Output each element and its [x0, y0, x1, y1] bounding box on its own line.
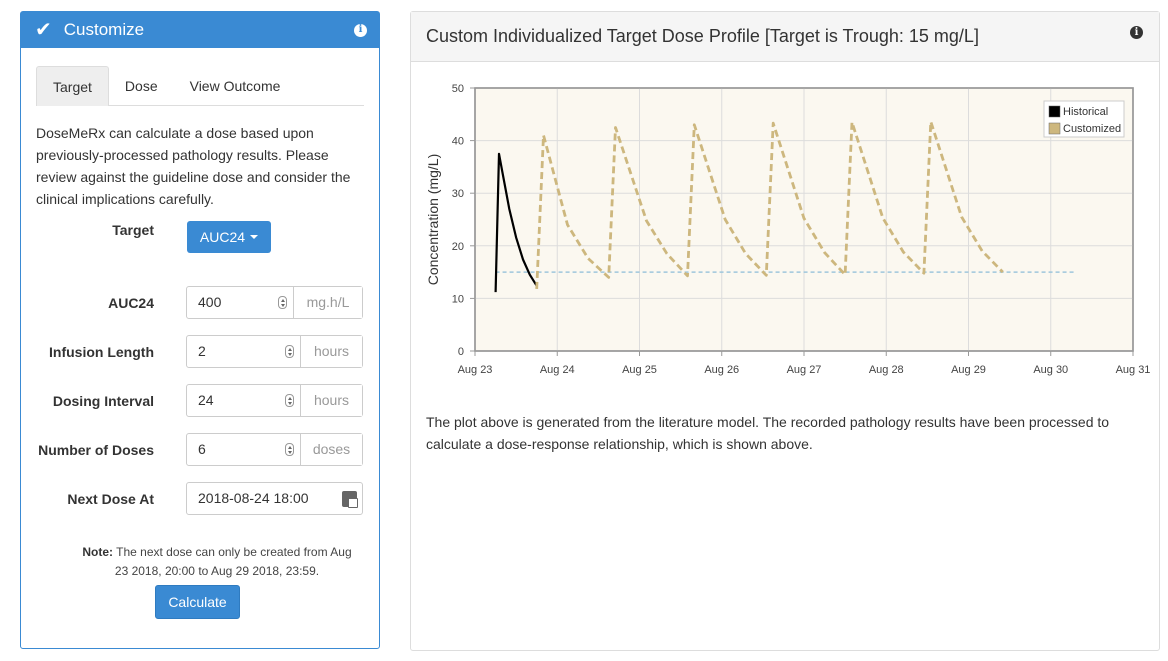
- dosing-interval-value: 24: [198, 392, 214, 408]
- legend-label: Customized: [1063, 123, 1121, 135]
- number-of-doses-unit: doses: [300, 434, 362, 465]
- auc24-stepper-icon[interactable]: [278, 296, 287, 309]
- auc24-value: 400: [198, 294, 222, 310]
- dosing-interval-unit: hours: [300, 385, 362, 416]
- tab-target[interactable]: Target: [36, 66, 109, 106]
- y-tick-label: 50: [452, 83, 464, 95]
- tab-view-outcome[interactable]: View Outcome: [189, 78, 281, 94]
- note-body: The next dose can only be created from A…: [113, 545, 352, 578]
- y-tick-label: 20: [452, 241, 464, 253]
- auc24-label: AUC24: [108, 295, 154, 311]
- customize-header: ✔ Customize i: [21, 12, 379, 48]
- customize-tabs: Target Dose View Outcome: [36, 66, 364, 106]
- number-of-doses-input[interactable]: 6: [187, 434, 300, 465]
- profile-title: Custom Individualized Target Dose Profil…: [426, 26, 979, 46]
- y-tick-label: 0: [458, 346, 464, 358]
- number-of-doses-input-group: 6 doses: [186, 433, 363, 466]
- dose-profile-chart: Aug 23 Aug 24 Aug 25 Aug 26 Aug 27 Aug 28 Aug …: [411, 63, 1159, 393]
- x-tick-label: Aug 28: [869, 364, 904, 376]
- next-dose-value: 2018-08-24 18:00: [198, 490, 309, 506]
- auc24-input-group: 400 mg.h/L: [186, 286, 363, 319]
- target-dropdown-value: AUC24: [199, 229, 246, 245]
- dosing-interval-stepper-icon[interactable]: [285, 394, 294, 407]
- calendar-icon[interactable]: [342, 491, 358, 508]
- calculate-button[interactable]: Calculate: [155, 585, 240, 619]
- x-tick-label: Aug 26: [704, 364, 739, 376]
- x-tick-label: Aug 31: [1116, 364, 1151, 376]
- info-icon[interactable]: i: [354, 23, 367, 37]
- next-dose-input-group: 2018-08-24 18:00: [186, 482, 363, 515]
- info-icon[interactable]: i: [1130, 26, 1143, 39]
- y-tick-label: 40: [452, 136, 464, 148]
- legend-label: Historical: [1063, 106, 1108, 118]
- x-tick-label: Aug 23: [458, 364, 493, 376]
- y-tick-label: 10: [452, 293, 464, 305]
- legend-swatch: [1048, 105, 1061, 118]
- customized-line: [535, 120, 1004, 289]
- note-label: Note:: [82, 545, 114, 559]
- profile-panel: Custom Individualized Target Dose Profil…: [410, 11, 1160, 651]
- number-of-doses-label: Number of Doses: [38, 442, 154, 458]
- target-label: Target: [112, 222, 154, 238]
- dosing-interval-label: Dosing Interval: [52, 393, 154, 409]
- profile-caption: The plot above is generated from the lit…: [426, 414, 1110, 452]
- historical-line: [494, 152, 538, 293]
- customize-panel: ✔ Customize i Target Dose View Outcome D…: [20, 11, 380, 649]
- x-tick-label: Aug 24: [540, 364, 575, 376]
- profile-header: Custom Individualized Target Dose Profil…: [411, 12, 1159, 62]
- x-tick-label: Aug 25: [622, 364, 657, 376]
- chart-svg: Aug 23 Aug 24 Aug 25 Aug 26 Aug 27 Aug 28 Aug …: [425, 83, 1151, 376]
- x-tick-label: Aug 27: [787, 364, 822, 376]
- target-dropdown[interactable]: AUC24: [187, 221, 271, 253]
- tab-dose[interactable]: Dose: [124, 78, 158, 94]
- infusion-length-input-group: 2 hours: [186, 335, 363, 368]
- dosing-interval-input[interactable]: 24: [187, 385, 300, 416]
- description-text: DoseMeRx can calculate a dose based upon…: [36, 125, 351, 207]
- note-text: Note: The next dose can only be created …: [81, 543, 353, 581]
- number-of-doses-stepper-icon[interactable]: [285, 443, 294, 456]
- infusion-length-value: 2: [198, 343, 206, 359]
- infusion-length-unit: hours: [300, 336, 362, 367]
- next-dose-label: Next Dose At: [67, 491, 154, 507]
- infusion-length-label: Infusion Length: [49, 344, 154, 360]
- check-icon: ✔: [35, 19, 52, 41]
- next-dose-input[interactable]: 2018-08-24 18:00: [187, 483, 362, 514]
- auc24-input[interactable]: 400: [187, 287, 293, 318]
- x-tick-label: Aug 29: [951, 364, 986, 376]
- infusion-length-input[interactable]: 2: [187, 336, 300, 367]
- customize-title: Customize: [63, 20, 145, 39]
- y-axis-label: Concentration (mg/L): [425, 154, 441, 286]
- legend-swatch: [1048, 122, 1061, 135]
- caret-down-icon: [250, 235, 259, 239]
- y-tick-label: 30: [452, 188, 464, 200]
- infusion-length-stepper-icon[interactable]: [285, 345, 294, 358]
- auc24-unit: mg.h/L: [293, 287, 362, 318]
- number-of-doses-value: 6: [198, 441, 206, 457]
- x-tick-label: Aug 30: [1033, 364, 1068, 376]
- dosing-interval-input-group: 24 hours: [186, 384, 363, 417]
